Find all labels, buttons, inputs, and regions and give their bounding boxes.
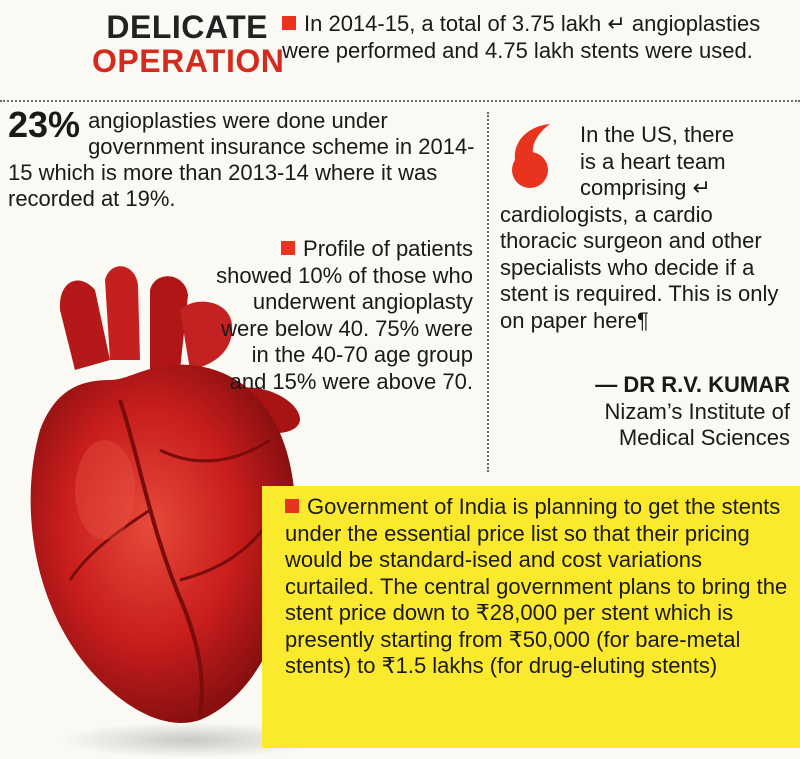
bullet-square-icon — [282, 16, 296, 30]
heart-illustration — [30, 266, 320, 758]
headline-line-1: DELICATE — [106, 9, 268, 45]
quote-affiliation-2: Medical Sciences — [618, 425, 790, 450]
quote-body: cardiologists, a cardio thoracic surgeon… — [500, 201, 779, 333]
quote-attribution: — DR R.V. KUMAR Nizam’s Institute of Med… — [520, 372, 790, 452]
quote-line: comprising ↵ — [580, 175, 711, 200]
quote-mark-icon — [512, 124, 550, 188]
insurance-stat: 23% angioplasties were done under govern… — [8, 104, 486, 212]
intro-text: In 2014-15, a total of 3.75 lakh ↵ angio… — [282, 10, 762, 64]
stat-text: angioplasties were done under government… — [8, 108, 475, 211]
headline-line-2: OPERATION — [92, 43, 285, 79]
quote-line: In the US, there — [580, 122, 735, 147]
quote-affiliation-1: Nizam’s Institute of — [604, 398, 790, 424]
government-text: Government of India is planning to get t… — [285, 494, 788, 678]
government-plan: Government of India is planning to get t… — [285, 494, 797, 680]
headline: DELICATE OPERATION — [92, 9, 285, 79]
quote-author: — DR R.V. KUMAR — [595, 372, 790, 397]
stat-number: 23% — [8, 104, 81, 145]
highlight-box — [262, 486, 800, 748]
profile-text: Profile of patients showed 10% of those … — [216, 236, 473, 394]
bullet-square-icon — [285, 499, 299, 513]
expert-quote: In the US, there is a heart team compris… — [500, 122, 792, 334]
patient-profile: Profile of patients showed 10% of those … — [215, 236, 473, 395]
divider-vertical — [487, 112, 489, 472]
quote-line: is a heart team — [580, 148, 726, 174]
bullet-square-icon — [281, 241, 296, 255]
intro-body: In 2014-15, a total of 3.75 lakh ↵ angio… — [282, 11, 761, 63]
divider-horizontal — [0, 100, 800, 102]
